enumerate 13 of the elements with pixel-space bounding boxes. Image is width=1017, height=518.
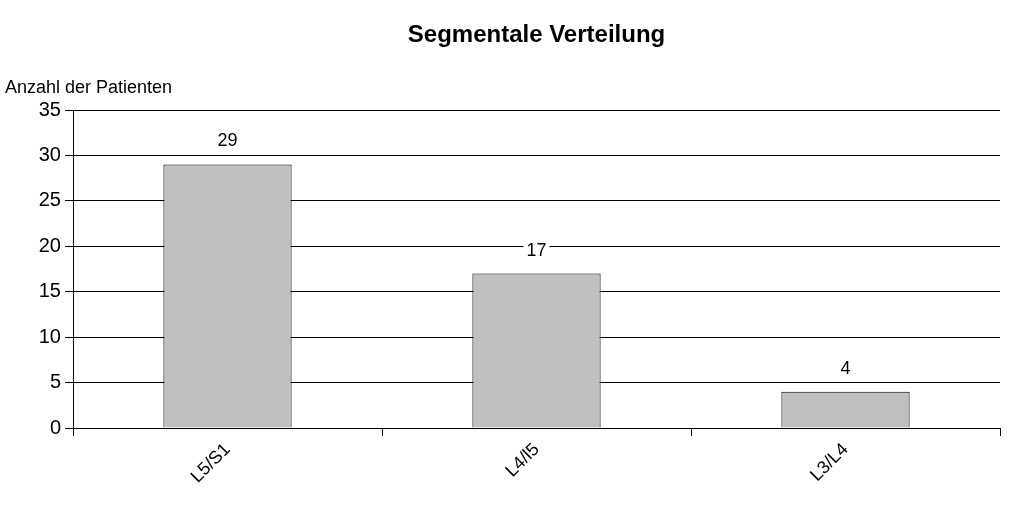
y-tick-label: 20	[38, 233, 61, 256]
y-tick-label: 10	[38, 324, 61, 347]
data-label: 29	[217, 130, 238, 151]
data-label: 17	[526, 239, 547, 260]
y-tick-label: 0	[49, 415, 61, 438]
data-label: 4	[840, 357, 851, 378]
y-tick-label: 35	[38, 97, 61, 120]
y-tick-label: 5	[49, 370, 61, 393]
y-tick-label: 15	[38, 279, 61, 302]
y-axis-title: Anzahl der Patienten	[5, 77, 173, 97]
y-tick-label: 25	[38, 188, 61, 211]
chart-title: Segmentale Verteilung	[407, 19, 666, 47]
y-tick-label: 30	[38, 142, 61, 165]
